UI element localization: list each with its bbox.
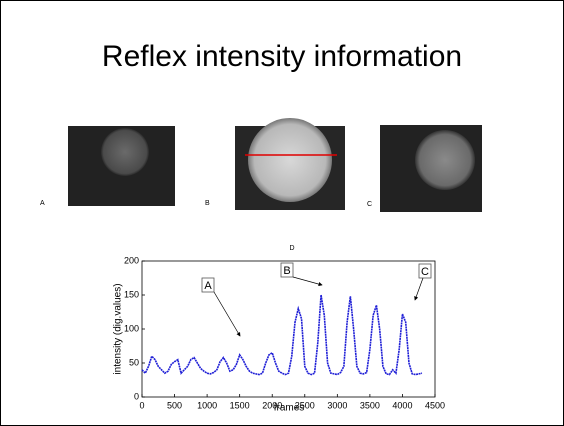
annotation: B (283, 265, 290, 277)
y-axis-label: intensity (dig.values) (113, 283, 124, 374)
slide: Reflex intensity information A B C D fra… (0, 0, 564, 426)
x-tick-label: 4500 (425, 400, 445, 410)
x-tick-label: 2500 (295, 400, 315, 410)
image-label: C (367, 201, 372, 208)
x-tick-label: 0 (139, 400, 144, 410)
reflex-c (415, 130, 475, 190)
y-tick-label: 100 (124, 323, 139, 333)
reflex-a (101, 128, 149, 176)
image-label: B (205, 200, 210, 207)
reflex-b (248, 118, 332, 202)
page: {"slide_title": "Reflex intensity inform… (0, 0, 564, 426)
slide-title: Reflex intensity information (102, 40, 462, 73)
x-tick-label: 3000 (327, 400, 347, 410)
y-tick-label: 150 (124, 289, 139, 299)
panel-label: D (289, 245, 294, 252)
image-label: A (40, 200, 45, 207)
x-tick-label: 2000 (262, 400, 282, 410)
y-tick-label: 200 (124, 255, 139, 265)
x-tick-label: 3500 (360, 400, 380, 410)
y-tick-label: 0 (134, 391, 139, 401)
annotation: A (204, 280, 212, 292)
x-tick-label: 1000 (197, 400, 217, 410)
x-tick-label: 500 (167, 400, 182, 410)
x-tick-label: 1500 (230, 400, 250, 410)
x-tick-label: 4000 (392, 400, 412, 410)
y-tick-label: 50 (129, 357, 139, 367)
annotation: C (421, 266, 429, 278)
